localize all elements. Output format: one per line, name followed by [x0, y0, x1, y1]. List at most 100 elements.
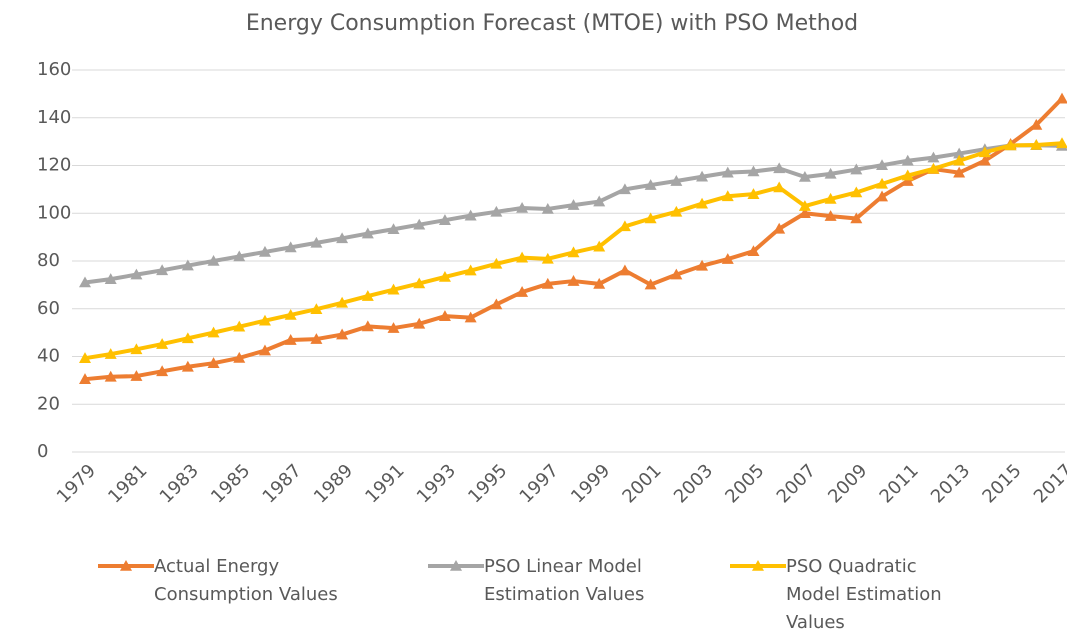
point-marker — [824, 210, 837, 221]
legend-marker — [120, 560, 132, 571]
point-marker — [901, 154, 914, 166]
point-marker — [413, 277, 426, 289]
point-marker — [670, 268, 683, 280]
x-tick-label: 1979 — [53, 460, 100, 507]
x-tick-label: 2011 — [876, 460, 923, 507]
point-marker — [824, 167, 837, 179]
point-marker — [876, 190, 889, 202]
point-marker — [541, 277, 554, 289]
point-marker — [336, 232, 349, 244]
x-tick-label: 1985 — [207, 460, 254, 507]
point-marker — [696, 259, 709, 271]
point-marker — [696, 197, 709, 209]
point-marker — [516, 251, 529, 263]
point-marker — [438, 310, 451, 321]
x-tick-label: 1989 — [310, 460, 357, 507]
y-tick-label: 140 — [37, 107, 71, 128]
legend-item: PSO Linear Model Estimation Values — [428, 553, 674, 609]
point-marker — [104, 348, 117, 359]
point-marker — [233, 351, 246, 363]
x-tick-label: 2017 — [1030, 460, 1067, 507]
y-tick-label: 80 — [37, 250, 60, 271]
point-marker — [696, 170, 709, 182]
legend-label: PSO Quadratic Model Estimation Values — [786, 556, 942, 633]
chart: Energy Consumption Forecast (MTOE) with … — [37, 11, 1067, 507]
point-marker — [310, 333, 323, 344]
point-marker — [593, 277, 606, 289]
point-marker — [464, 209, 477, 221]
point-marker — [850, 212, 863, 224]
point-marker — [233, 250, 246, 262]
series-line — [84, 97, 1064, 382]
point-marker — [1056, 137, 1067, 149]
point-marker — [438, 270, 451, 282]
point-marker — [850, 163, 863, 175]
x-tick-label: 2009 — [824, 460, 871, 507]
x-tick-label: 1981 — [104, 460, 151, 507]
legend-swatch — [730, 560, 786, 571]
legend-marker — [752, 560, 764, 571]
chart-title: Energy Consumption Forecast (MTOE) with … — [246, 11, 858, 36]
x-tick-label: 1983 — [156, 460, 203, 507]
point-marker — [336, 296, 349, 308]
point-marker — [284, 241, 297, 253]
point-marker — [387, 322, 400, 333]
legend-item: Actual Energy Consumption Values — [98, 553, 344, 609]
point-marker — [387, 283, 400, 295]
point-marker — [156, 264, 169, 276]
point-marker — [618, 220, 631, 232]
point-marker — [361, 290, 374, 301]
point-marker — [516, 286, 529, 297]
point-marker — [773, 181, 786, 193]
point-marker — [336, 328, 349, 340]
point-marker — [413, 317, 426, 329]
point-marker — [953, 154, 966, 166]
point-marker — [310, 236, 323, 248]
legend-swatch — [98, 560, 154, 571]
point-marker — [593, 240, 606, 252]
page: {"chart_data": {"type": "line", "title":… — [37, 11, 1067, 633]
point-marker — [747, 188, 760, 199]
point-marker — [876, 159, 889, 171]
point-marker — [670, 205, 683, 217]
point-marker — [284, 334, 297, 345]
point-marker — [798, 207, 811, 219]
point-marker — [79, 352, 91, 363]
point-marker — [953, 147, 966, 159]
x-tick-label: 2003 — [670, 460, 717, 507]
point-marker — [721, 166, 734, 178]
y-tick-label: 100 — [37, 202, 71, 223]
y-tick-label: 0 — [37, 441, 48, 462]
legend-label: PSO Linear Model Estimation Values — [484, 556, 645, 605]
legend-item: PSO Quadratic Model Estimation Values — [730, 553, 976, 637]
point-marker — [927, 151, 940, 163]
x-tick-label: 1997 — [516, 460, 563, 507]
point-marker — [1004, 139, 1017, 151]
x-tick-label: 1995 — [464, 460, 511, 507]
point-marker — [104, 273, 117, 284]
point-marker — [490, 298, 503, 310]
point-marker — [901, 169, 914, 181]
y-tick-label: 160 — [37, 59, 71, 80]
point-marker — [104, 370, 117, 382]
point-marker — [644, 212, 657, 224]
point-marker — [798, 200, 811, 211]
point-marker — [438, 214, 451, 225]
point-marker — [978, 146, 991, 158]
point-marker — [541, 202, 554, 214]
point-marker — [310, 303, 323, 315]
point-marker — [567, 246, 580, 258]
legend-marker — [450, 560, 462, 571]
point-marker — [567, 275, 580, 286]
point-marker — [464, 264, 477, 276]
point-marker — [156, 365, 169, 377]
point-marker — [79, 276, 91, 288]
y-tick-label: 120 — [37, 155, 71, 176]
y-tick-label: 60 — [37, 298, 60, 319]
legend-swatch — [428, 560, 484, 571]
point-marker — [927, 162, 940, 174]
point-marker — [258, 245, 271, 257]
point-marker — [798, 170, 811, 182]
x-tick-label: 2015 — [978, 460, 1025, 507]
point-marker — [181, 259, 194, 271]
